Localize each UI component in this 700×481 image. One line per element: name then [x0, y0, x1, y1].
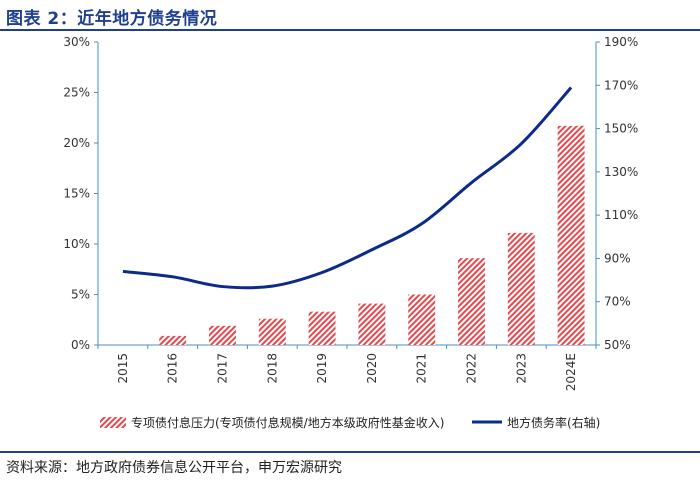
x-tick-label: 2023 — [514, 353, 528, 384]
bar-2020 — [358, 303, 386, 345]
debt-ratio-line — [122, 86, 573, 290]
bar-2024E — [557, 125, 585, 345]
left-tick-label: 30% — [63, 35, 90, 49]
axes: 0% 5% 10% 15% 20% 25% 30% 50% 70% 90% 110% 130% 150%… — [63, 35, 638, 391]
x-tick-label: 2020 — [365, 353, 379, 384]
line-series — [122, 86, 573, 290]
bar-series — [159, 125, 585, 345]
legend-bar-label: 专项债付息压力(专项债付息规模/地方本级政府性基金收入) — [131, 415, 444, 430]
legend-line-label: 地方债务率(右轴) — [507, 415, 600, 430]
x-tick-label: 2021 — [415, 353, 429, 384]
left-tick-label: 0% — [71, 338, 90, 352]
title-rule — [0, 29, 700, 31]
right-tick-label: 90% — [604, 251, 631, 265]
x-tick-label: 2017 — [216, 353, 230, 384]
bar-2022 — [458, 258, 485, 345]
left-tick-label: 25% — [63, 86, 90, 100]
right-tick-label: 130% — [604, 165, 638, 179]
bar-2016 — [159, 335, 187, 345]
right-tick-label: 190% — [604, 35, 638, 49]
left-tick-label: 15% — [63, 187, 90, 201]
bar-2018 — [258, 318, 286, 345]
source-rule — [0, 451, 700, 453]
right-tick-label: 50% — [604, 338, 631, 352]
x-tick-label: 2022 — [465, 353, 479, 384]
chart-title: 图表 2：近年地方债务情况 — [6, 9, 218, 29]
left-tick-label: 10% — [63, 237, 90, 251]
bar-2017 — [209, 325, 236, 345]
x-tick-label: 2024E — [564, 353, 578, 391]
x-tick-label: 2016 — [166, 353, 180, 384]
legend-bar-swatch — [100, 417, 126, 428]
right-tick-label: 70% — [604, 295, 631, 309]
x-tick-label: 2015 — [116, 353, 130, 384]
left-tick-label: 20% — [63, 136, 90, 150]
source-note: 资料来源：地方政府债券信息公开平台，申万宏源研究 — [6, 460, 342, 476]
right-tick-label: 150% — [604, 122, 638, 136]
x-tick-label: 2019 — [315, 353, 329, 384]
x-tick-label: 2018 — [265, 353, 279, 384]
chart-area: 0% 5% 10% 15% 20% 25% 30% 50% 70% 90% 110% 130% 150%… — [63, 35, 638, 430]
right-tick-label: 110% — [604, 208, 638, 222]
left-tick-label: 5% — [71, 288, 90, 302]
bar-2019 — [308, 311, 336, 345]
legend: 专项债付息压力(专项债付息规模/地方本级政府性基金收入) 地方债务率(右轴) — [100, 415, 600, 430]
right-tick-label: 170% — [604, 78, 638, 92]
bar-2023 — [507, 232, 535, 345]
bar-2021 — [408, 294, 436, 345]
